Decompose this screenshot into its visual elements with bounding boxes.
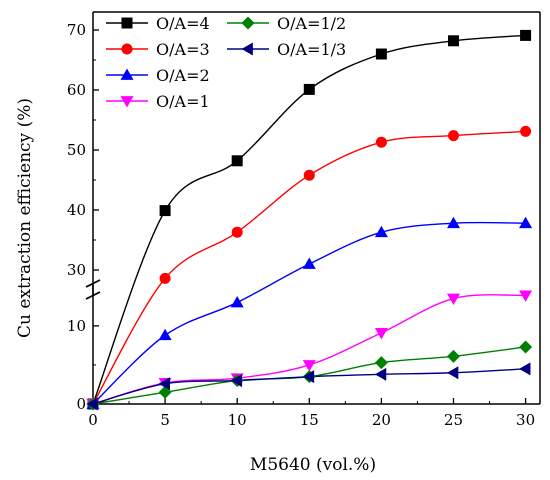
x-tick-label: 30 xyxy=(516,411,535,429)
legend-label-o-a-3: O/A=3 xyxy=(156,40,210,59)
data-point-o-a-2 xyxy=(158,328,172,341)
data-point-o-a-4 xyxy=(447,35,459,47)
legend-marker-o-a-2 xyxy=(120,68,134,80)
y-tick-label: 10 xyxy=(67,317,86,335)
y-tick-label: 30 xyxy=(67,261,86,279)
legend: O/A=4 O/A=3 O/A=2 O/A=1 O/A=1/2 O/A=1/3 xyxy=(106,14,346,111)
y-tick-label: 0 xyxy=(76,395,86,413)
axes: 0 5 10 15 20 25 30 0 10 30 40 50 60 70 xyxy=(67,11,541,429)
data-point-o-a-1-3 xyxy=(158,377,170,391)
x-tick-label: 5 xyxy=(160,411,170,429)
legend-marker-o-a-4 xyxy=(121,17,133,29)
data-point-o-a-4 xyxy=(303,83,315,95)
data-point-o-a-1 xyxy=(374,328,388,340)
series-line-o-a-1 xyxy=(92,294,526,405)
data-point-o-a-2 xyxy=(374,225,388,238)
x-axis-label: M5640 (vol.%) xyxy=(250,455,376,475)
y-axis-label: Cu extraction efficiency (%) xyxy=(15,98,35,338)
data-point-o-a-3 xyxy=(520,125,532,137)
data-point-o-a-4 xyxy=(159,205,171,217)
data-point-o-a-1-3 xyxy=(230,374,243,388)
y-tick-label: 40 xyxy=(67,201,86,219)
data-point-o-a-3 xyxy=(447,130,459,142)
legend-marker-o-a-1 xyxy=(120,96,134,108)
data-point-o-a-2 xyxy=(519,216,533,229)
data-point-o-a-1-3 xyxy=(302,370,315,384)
x-tick-label: 25 xyxy=(444,411,463,429)
series-markers xyxy=(86,29,533,411)
legend-marker-o-a-1-3 xyxy=(241,42,253,56)
legend-marker-o-a-1-2 xyxy=(241,16,255,30)
data-point-o-a-1-2 xyxy=(446,349,460,363)
data-point-o-a-1 xyxy=(446,293,460,306)
data-point-o-a-4 xyxy=(520,29,532,41)
axis-break-mark xyxy=(85,279,101,288)
data-point-o-a-3 xyxy=(231,226,243,238)
data-point-o-a-4 xyxy=(375,48,387,60)
data-point-o-a-1-2 xyxy=(519,340,533,354)
y-tick-label: 60 xyxy=(67,81,86,99)
data-point-o-a-1-3 xyxy=(519,362,531,376)
data-point-o-a-1-3 xyxy=(446,366,459,380)
data-point-o-a-1 xyxy=(302,360,316,372)
x-tick-label: 20 xyxy=(372,411,391,429)
data-point-o-a-3 xyxy=(303,169,315,181)
legend-marker-o-a-3 xyxy=(121,43,133,55)
series-line-o-a-4 xyxy=(92,34,526,405)
data-point-o-a-1-3 xyxy=(374,367,387,381)
data-point-o-a-1-3 xyxy=(86,397,98,411)
x-tick-label: 15 xyxy=(300,411,319,429)
legend-label-o-a-1-3: O/A=1/3 xyxy=(277,40,346,59)
y-tick-label: 70 xyxy=(67,21,86,39)
data-point-o-a-3 xyxy=(159,272,171,284)
axis-break-mark xyxy=(85,291,101,300)
data-point-o-a-3 xyxy=(375,136,387,148)
data-point-o-a-2 xyxy=(230,295,244,308)
data-point-o-a-1 xyxy=(519,290,533,302)
legend-label-o-a-1-2: O/A=1/2 xyxy=(277,14,346,33)
x-tick-label: 10 xyxy=(228,411,247,429)
data-point-o-a-1-2 xyxy=(374,356,388,370)
legend-label-o-a-1: O/A=1 xyxy=(156,92,210,111)
data-point-o-a-2 xyxy=(302,257,316,269)
data-point-o-a-2 xyxy=(446,216,460,229)
legend-label-o-a-2: O/A=2 xyxy=(156,66,210,85)
x-tick-label: 0 xyxy=(88,411,98,429)
data-point-o-a-4 xyxy=(231,155,243,167)
legend-label-o-a-4: O/A=4 xyxy=(156,14,210,33)
y-tick-label: 50 xyxy=(67,141,86,159)
